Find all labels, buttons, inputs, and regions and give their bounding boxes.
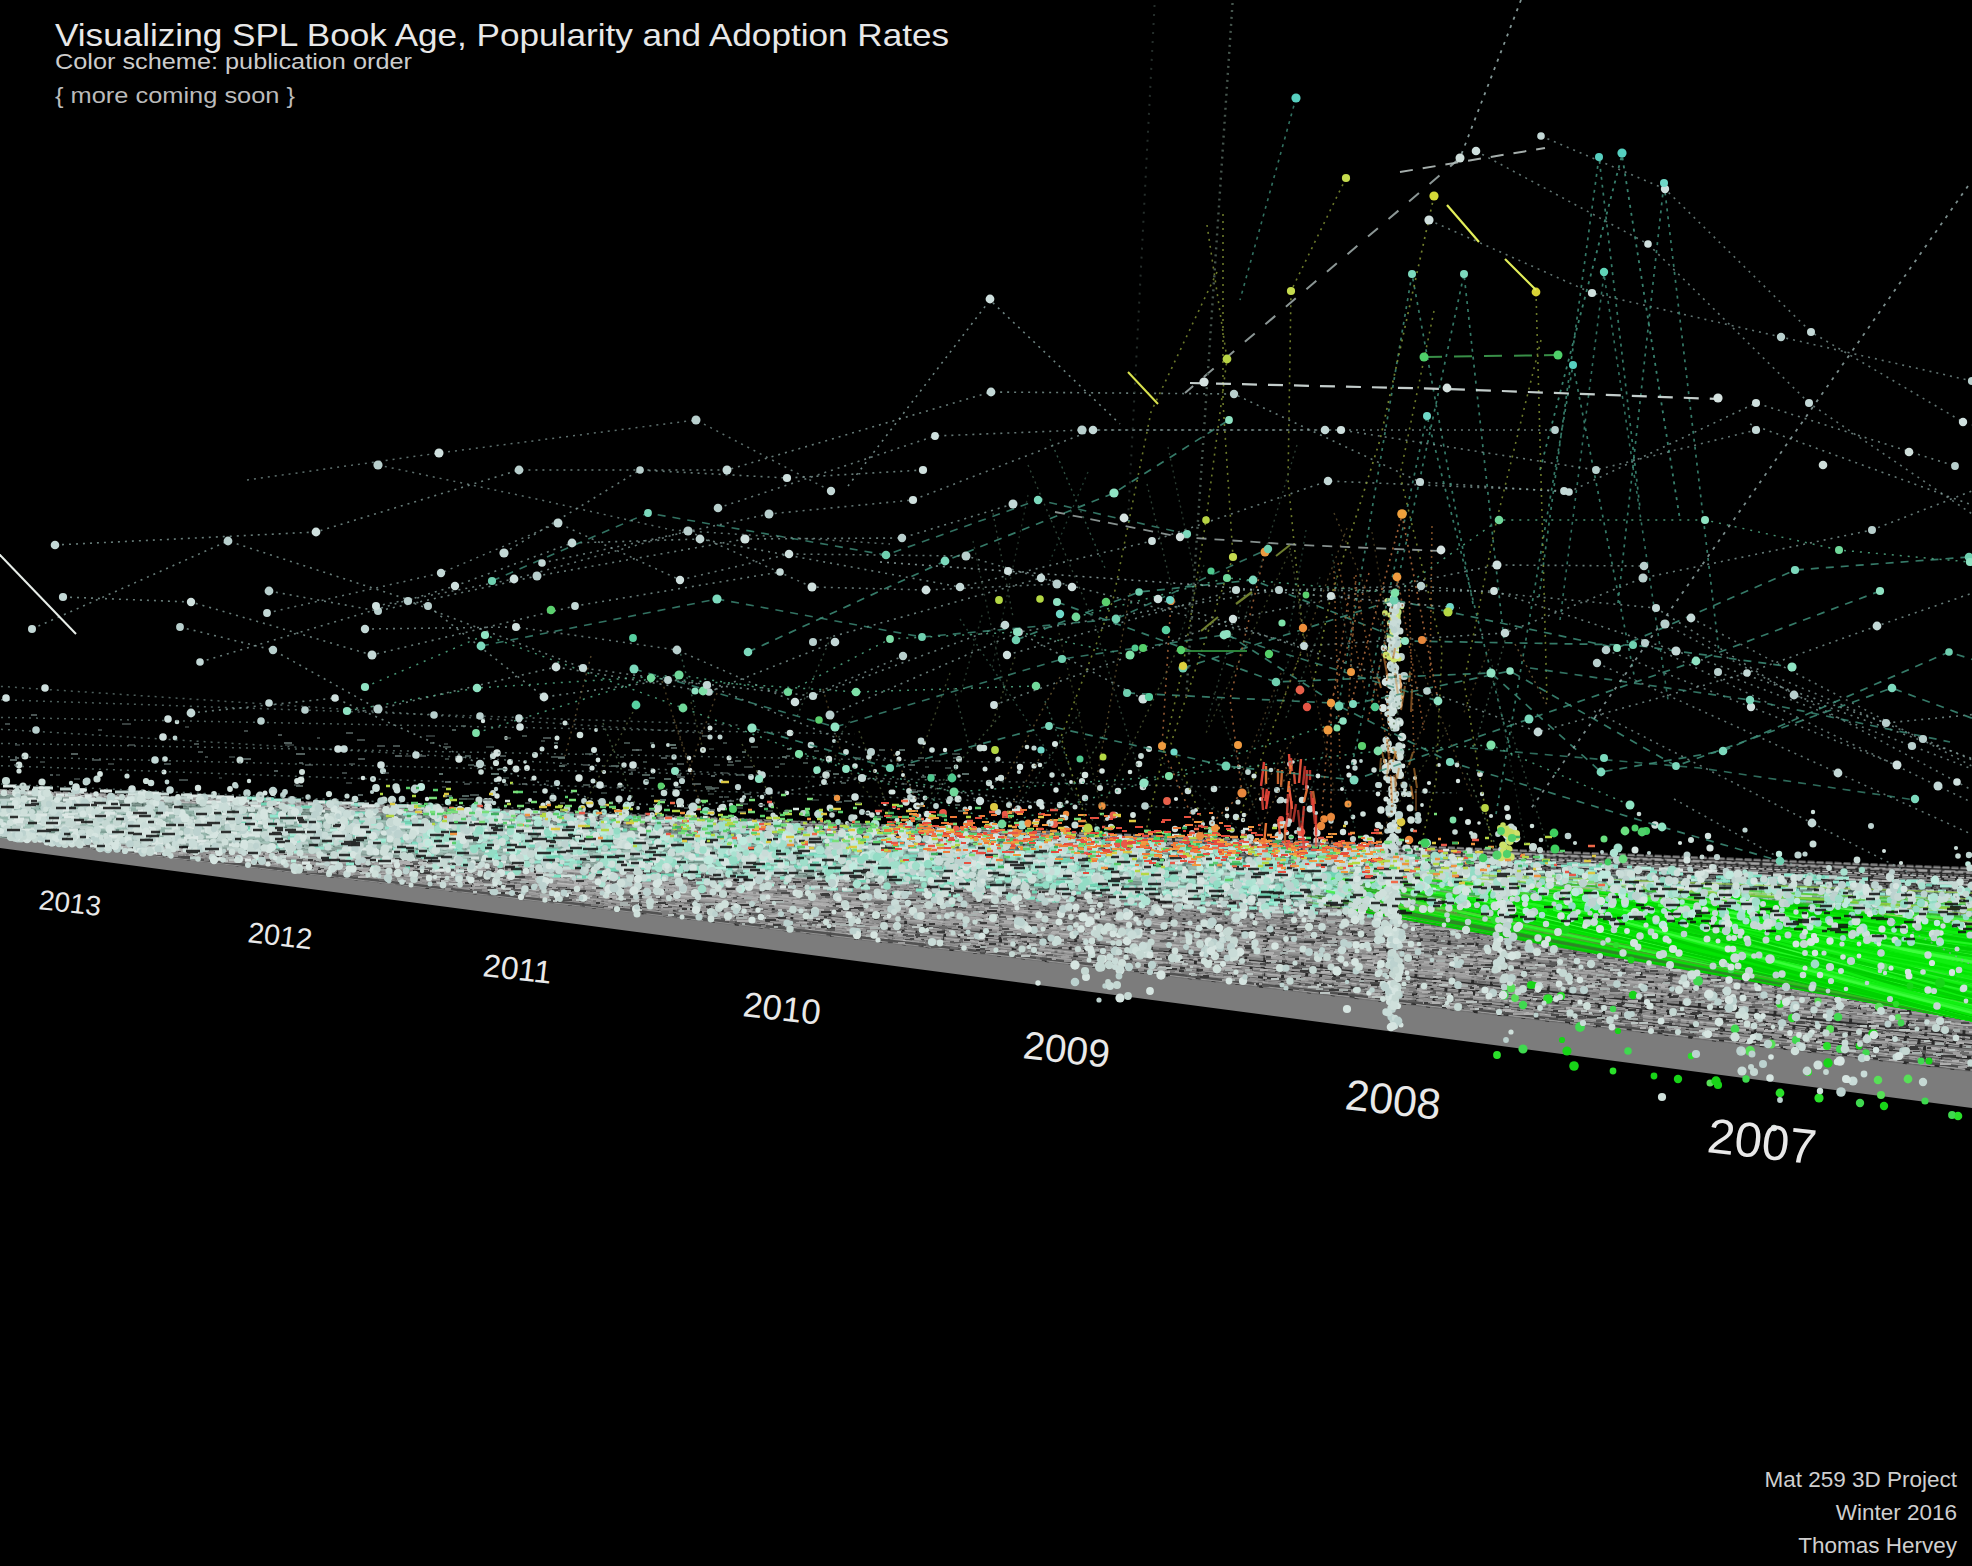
- svg-text:{ more coming soon }: { more coming soon }: [55, 83, 295, 108]
- svg-text:Mat 259 3D Project: Mat 259 3D Project: [1764, 1467, 1957, 1492]
- svg-text:Color scheme: publication orde: Color scheme: publication order: [55, 49, 412, 74]
- svg-text:Winter 2016: Winter 2016: [1836, 1500, 1957, 1525]
- svg-text:Visualizing SPL Book Age, Popu: Visualizing SPL Book Age, Popularity and…: [55, 17, 949, 53]
- svg-text:Thomas Hervey: Thomas Hervey: [1798, 1533, 1958, 1558]
